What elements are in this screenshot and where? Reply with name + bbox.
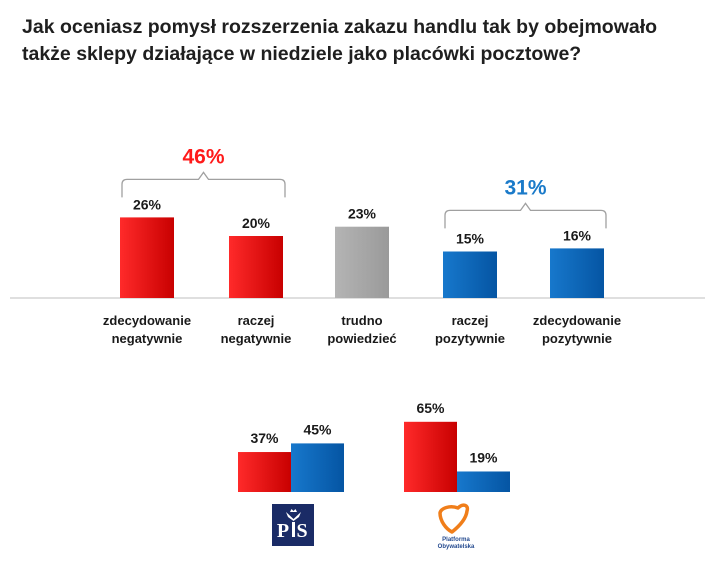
bar-value-label-4: 16% [563, 227, 592, 243]
bar-3 [443, 251, 497, 298]
chart-title-line-2: także sklepy działające w niedziele jako… [22, 43, 582, 65]
po-logo: Platforma Obywatelska [438, 503, 475, 550]
party-bar-1-1 [457, 471, 510, 492]
category-label-4-1: pozytywnie [542, 331, 612, 346]
party-bar-label-0-0: 37% [250, 430, 279, 446]
party-bar-label-0-1: 45% [303, 421, 332, 437]
bar-4 [550, 248, 604, 298]
group-total-pozytywnie: 31% [504, 176, 546, 199]
category-label-3-1: pozytywnie [435, 331, 505, 346]
bar-value-label-2: 23% [348, 206, 377, 222]
category-label-0-0: zdecydowanie [103, 313, 191, 328]
pis-logo-eagle-icon [286, 512, 301, 521]
main-bar-chart: 26% zdecydowanie negatywnie 20% raczej negaty… [10, 145, 705, 346]
party-bar-1-0 [404, 421, 457, 492]
category-label-3-0: raczej [452, 313, 489, 328]
category-label-2-1: powiedzieć [327, 331, 396, 346]
party-bar-label-1-1: 19% [469, 449, 498, 465]
bar-value-label-1: 20% [242, 215, 271, 231]
pis-logo-letter-i [292, 522, 295, 537]
pis-logo-letter-s: S [296, 520, 307, 542]
party-bar-0-1 [291, 443, 344, 492]
chart-title-line-1: Jak oceniasz pomysł rozszerzenia zakazu … [22, 16, 658, 38]
pis-logo-letter-p: P [277, 520, 289, 542]
category-label-0-1: negatywnie [112, 331, 183, 346]
po-logo-line-2: Obywatelska [438, 544, 475, 550]
group-total-negatywnie: 46% [182, 145, 224, 168]
bar-1 [229, 236, 283, 298]
bar-0 [120, 217, 174, 298]
party-bar-label-1-0: 65% [416, 400, 445, 416]
party-bar-chart: 37% 45% 65% 19% [238, 400, 510, 492]
bar-value-label-3: 15% [456, 231, 485, 247]
pis-logo-crown-icon [290, 509, 297, 512]
bar-value-label-0: 26% [133, 196, 162, 212]
category-label-1-1: negatywnie [221, 331, 292, 346]
category-label-2-0: trudno [341, 313, 382, 328]
po-logo-line-1: Platforma [442, 537, 470, 543]
category-label-4-0: zdecydowanie [533, 313, 621, 328]
pis-logo: P S [272, 504, 314, 546]
bar-2 [335, 226, 389, 298]
group-bracket-pozytywnie [444, 202, 607, 229]
po-logo-heart-icon [438, 503, 470, 534]
chart-title: Jak oceniasz pomysł rozszerzenia zakazu … [22, 14, 702, 68]
group-bracket-negatywnie [121, 171, 286, 198]
party-bar-0-0 [238, 452, 291, 492]
category-label-1-0: raczej [238, 313, 275, 328]
